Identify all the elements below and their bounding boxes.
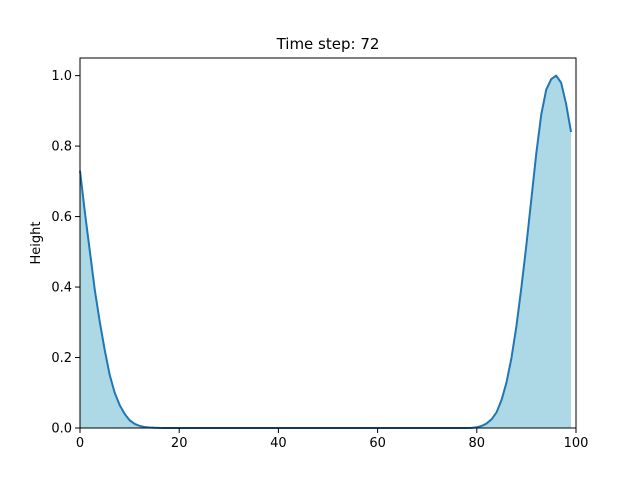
y-tick-label: 0.0: [51, 422, 72, 437]
y-tick-label: 0.4: [51, 281, 72, 296]
x-tick-label: 100: [564, 436, 589, 451]
y-tick-label: 1.0: [51, 69, 72, 84]
x-tick-label: 20: [171, 436, 188, 451]
x-tick-label: 40: [270, 436, 287, 451]
x-axis: 0 20 40 60 80 100: [76, 428, 589, 451]
plot-area: [79, 74, 573, 429]
x-tick-label: 80: [469, 436, 486, 451]
height-series-line: [79, 74, 573, 429]
plot-frame: [79, 57, 577, 429]
y-tick-label: 0.8: [51, 140, 72, 155]
height-fill-area: [80, 75, 572, 429]
x-tick-label: 60: [369, 436, 386, 451]
y-axis: 0.0 0.2 0.4 0.6 0.8 1.0: [51, 69, 80, 437]
y-axis-label: Height: [29, 222, 44, 265]
y-tick-label: 0.2: [51, 351, 72, 366]
chart-title: Time step: 72: [276, 35, 380, 53]
x-tick-label: 0: [76, 436, 84, 451]
y-tick-label: 0.6: [51, 210, 72, 225]
